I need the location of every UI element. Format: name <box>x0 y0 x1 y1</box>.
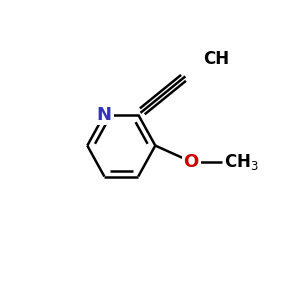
Text: CH: CH <box>203 50 229 68</box>
Text: O: O <box>184 153 199 171</box>
Text: N: N <box>97 106 112 124</box>
Text: CH$_3$: CH$_3$ <box>224 152 258 172</box>
